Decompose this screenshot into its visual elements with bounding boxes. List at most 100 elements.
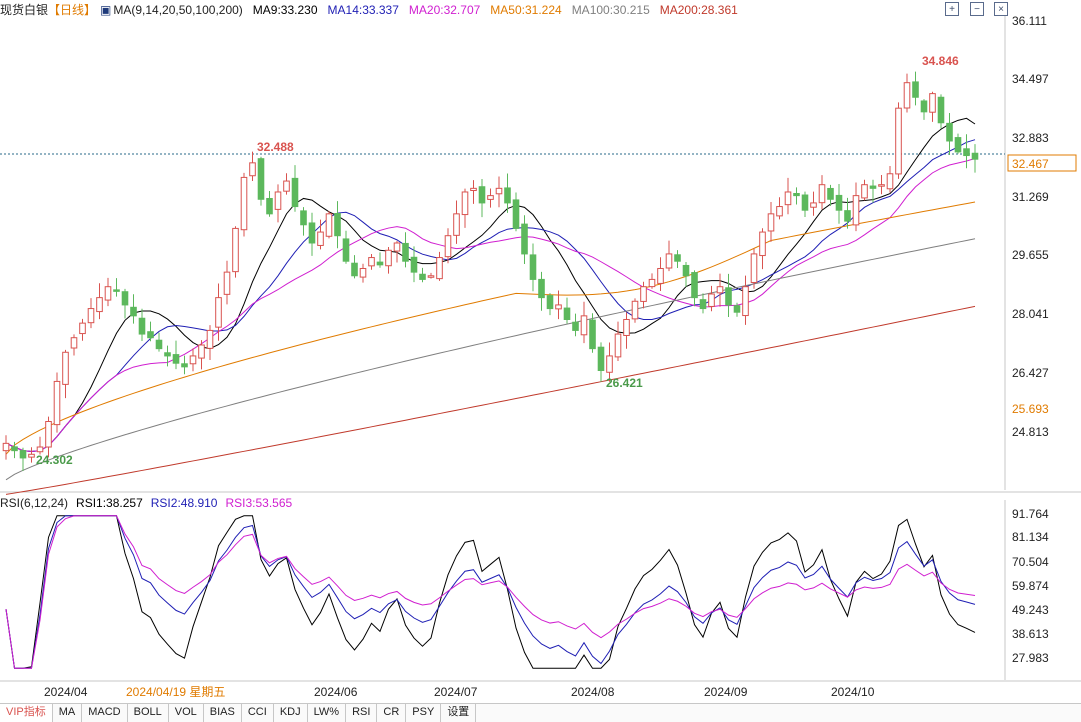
candle[interactable] [28, 447, 35, 463]
candle[interactable] [36, 436, 44, 455]
candle[interactable] [283, 173, 290, 195]
chart-canvas[interactable]: 36.111 34.497 32.883 31.269 29.655 28.04… [0, 0, 1081, 703]
candle[interactable] [70, 334, 78, 356]
candle[interactable] [767, 201, 775, 242]
candle[interactable] [342, 230, 350, 264]
candle[interactable] [895, 102, 902, 179]
candle[interactable] [138, 308, 146, 342]
ma-params[interactable]: MA(9,14,20,50,100,200) [113, 3, 243, 17]
candle[interactable] [461, 188, 469, 228]
candle[interactable] [835, 183, 843, 224]
candle[interactable] [589, 313, 596, 353]
candle[interactable] [861, 179, 868, 201]
candle[interactable] [2, 435, 10, 460]
candle[interactable] [359, 263, 367, 283]
candle[interactable] [198, 340, 205, 370]
candle[interactable] [954, 133, 962, 154]
candle[interactable] [623, 312, 630, 349]
candle[interactable] [920, 99, 928, 120]
candle[interactable] [529, 243, 537, 292]
candle[interactable] [597, 342, 605, 382]
candle[interactable] [929, 91, 936, 122]
candle[interactable] [742, 275, 749, 325]
candle[interactable] [147, 321, 154, 342]
candle[interactable] [410, 246, 418, 283]
candle[interactable] [189, 348, 197, 372]
candle[interactable] [801, 191, 809, 217]
candle[interactable] [699, 293, 707, 314]
candle[interactable] [181, 355, 188, 375]
candle[interactable] [563, 297, 571, 324]
candle[interactable] [903, 73, 911, 113]
candle[interactable] [130, 294, 137, 324]
candle[interactable] [453, 200, 460, 244]
candle[interactable] [640, 281, 647, 309]
candle[interactable] [886, 166, 894, 193]
tab-cr[interactable]: CR [377, 704, 407, 722]
candle[interactable] [504, 173, 511, 213]
tab-ma[interactable]: MA [53, 704, 83, 722]
tab-macd[interactable]: MACD [82, 704, 128, 722]
tab-psy[interactable]: PSY [406, 704, 442, 722]
candle[interactable] [776, 197, 783, 220]
candle[interactable] [470, 180, 477, 204]
candle[interactable] [614, 321, 622, 361]
candle[interactable] [62, 349, 69, 399]
candle[interactable] [444, 228, 452, 264]
candle[interactable] [385, 247, 392, 274]
candle[interactable] [912, 71, 919, 106]
candle[interactable] [521, 215, 528, 265]
candle[interactable] [793, 187, 800, 205]
candle[interactable] [334, 201, 341, 249]
candle[interactable] [257, 156, 265, 206]
candle[interactable] [512, 192, 520, 232]
candle[interactable] [172, 340, 180, 370]
candle[interactable] [368, 253, 375, 270]
candle[interactable] [249, 151, 256, 181]
candle[interactable] [19, 447, 27, 471]
candle[interactable] [402, 232, 409, 268]
candle[interactable] [852, 182, 860, 232]
close-button[interactable]: × [994, 2, 1008, 16]
candle[interactable] [487, 188, 494, 208]
candle[interactable] [206, 325, 214, 360]
candle[interactable] [393, 241, 401, 263]
candle[interactable] [784, 177, 792, 215]
indicator-icon[interactable]: ▣ [100, 3, 112, 17]
candle[interactable] [937, 94, 945, 129]
tab-settings[interactable]: 设置 [441, 704, 477, 722]
candle[interactable] [232, 226, 239, 278]
tab-bias[interactable]: BIAS [204, 704, 242, 722]
tab-kdj[interactable]: KDJ [274, 704, 308, 722]
candle[interactable] [376, 252, 384, 268]
candle[interactable] [317, 219, 324, 250]
candle[interactable] [240, 172, 248, 237]
candle[interactable] [946, 113, 953, 156]
candle[interactable] [87, 298, 95, 329]
candle[interactable] [580, 301, 588, 344]
candle[interactable] [572, 313, 579, 337]
candle[interactable] [827, 184, 834, 206]
candle[interactable] [869, 179, 877, 203]
tab-vol[interactable]: VOL [169, 704, 204, 722]
candle[interactable] [351, 255, 358, 279]
candle[interactable] [223, 260, 231, 305]
candle[interactable] [325, 210, 333, 239]
candle[interactable] [427, 272, 435, 279]
candle[interactable] [478, 179, 486, 218]
candle[interactable] [308, 212, 316, 256]
candle[interactable] [631, 298, 639, 323]
candle[interactable] [11, 441, 18, 459]
candle[interactable] [682, 262, 690, 287]
candle[interactable] [878, 175, 885, 195]
candle[interactable] [274, 184, 282, 223]
candle[interactable] [538, 271, 545, 311]
tab-lwr[interactable]: LW% [308, 704, 347, 722]
candle[interactable] [419, 267, 426, 283]
candle[interactable] [665, 240, 673, 272]
candle[interactable] [291, 165, 299, 212]
tab-boll[interactable]: BOLL [128, 704, 169, 722]
candle[interactable] [436, 251, 443, 281]
candle[interactable] [648, 273, 656, 289]
rsi-params[interactable]: RSI(6,12,24) [0, 496, 69, 510]
